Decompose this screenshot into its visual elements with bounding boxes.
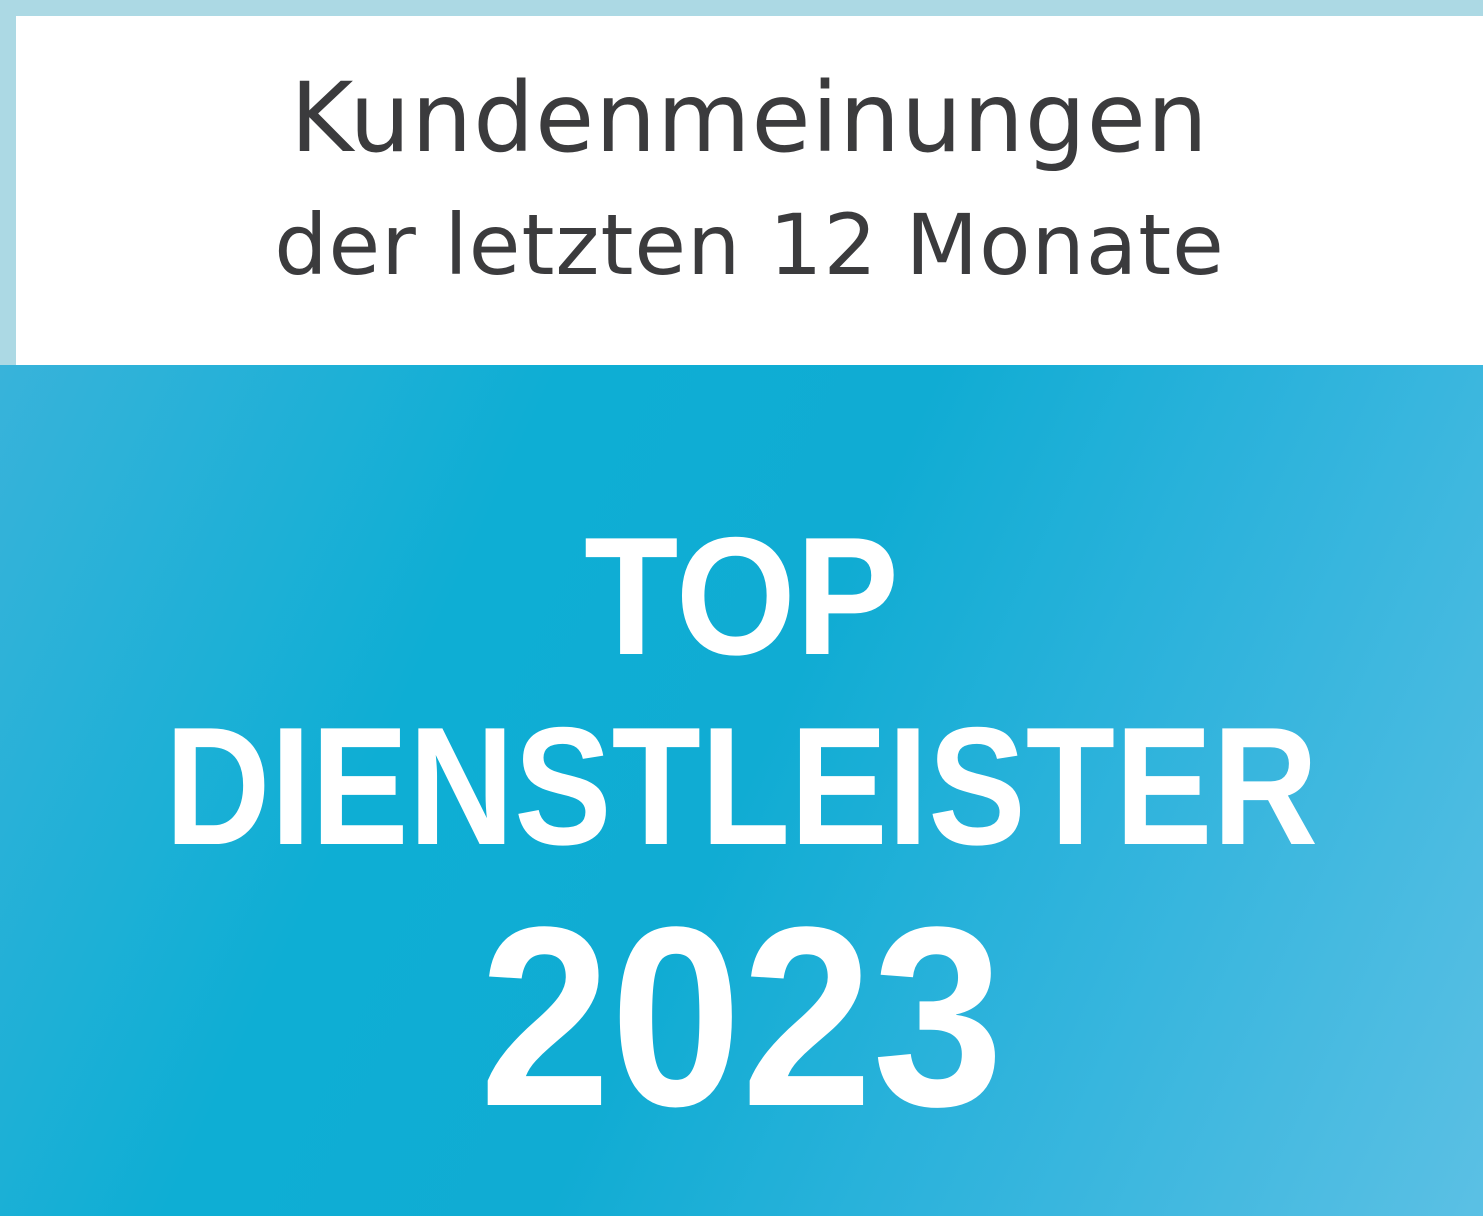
header-panel (16, 16, 1483, 365)
header-title: Kundenmeinungen (290, 62, 1209, 174)
badge-year: 2023 (479, 874, 1004, 1160)
badge-panel (0, 365, 1483, 1216)
badge-top: TOP (584, 502, 899, 690)
badge-dienstleister: DIENSTLEISTER (164, 692, 1319, 880)
header-subtitle: der letzten 12 Monate (274, 196, 1225, 294)
